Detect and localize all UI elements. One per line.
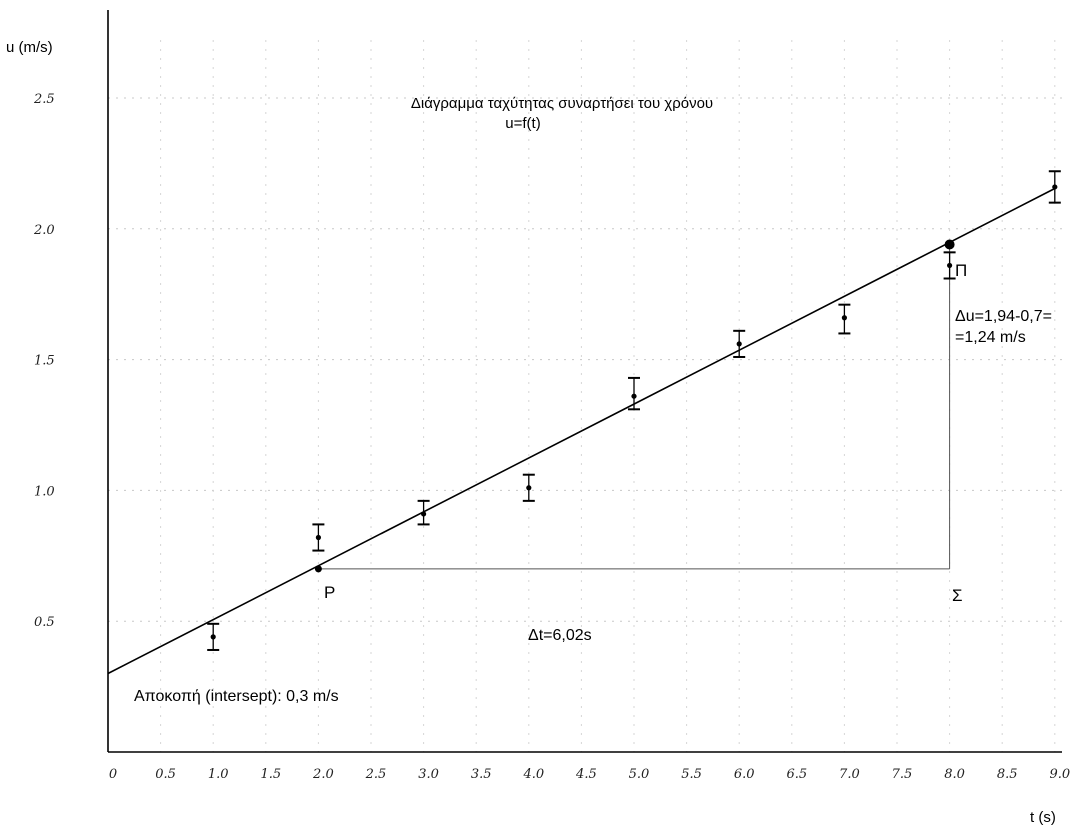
intercept-label: Αποκοπή (intersept): 0,3 m/s bbox=[134, 688, 339, 705]
chart-subtitle: u=f(t) bbox=[505, 115, 540, 132]
axes bbox=[107, 10, 1062, 753]
data-point bbox=[943, 251, 956, 280]
x-tick-label: 2.0 bbox=[312, 767, 334, 782]
x-tick-label: 7.5 bbox=[892, 767, 913, 782]
x-tick-label: 0 bbox=[109, 767, 117, 782]
grid bbox=[108, 40, 1062, 752]
fit-line bbox=[107, 187, 1056, 675]
y-tick-label: 2.0 bbox=[33, 223, 55, 238]
data-points bbox=[207, 170, 1061, 651]
y-axis-label: u (m/s) bbox=[6, 39, 53, 56]
data-point bbox=[1048, 170, 1061, 204]
delta-u-label-2: =1,24 m/s bbox=[955, 329, 1026, 346]
x-tick-label: 8.5 bbox=[997, 767, 1018, 782]
chart-title: Διάγραμμα ταχύτητας συναρτήσει του χρόνο… bbox=[411, 95, 713, 112]
x-tick-label: 3.0 bbox=[418, 767, 439, 782]
x-tick-label: 5.0 bbox=[629, 767, 650, 782]
data-point bbox=[417, 499, 430, 526]
data-point bbox=[733, 329, 746, 358]
point-marker bbox=[841, 315, 848, 321]
x-tick-label: 2.5 bbox=[365, 767, 387, 782]
point-marker bbox=[421, 511, 427, 517]
point-marker bbox=[631, 393, 637, 399]
y-tick-labels: 0.5 1.0 1.5 2.0 2.5 bbox=[33, 92, 55, 630]
x-tick-label: 5.5 bbox=[681, 767, 702, 782]
slope-construction bbox=[318, 244, 951, 570]
point-marker bbox=[947, 262, 953, 269]
delta-u-label-1: Δu=1,94-0,7= bbox=[955, 308, 1052, 325]
y-tick-label: 0.5 bbox=[34, 615, 55, 630]
data-point bbox=[628, 376, 640, 411]
point-p-label: P bbox=[324, 583, 335, 602]
point-pi-label: Π bbox=[955, 261, 967, 280]
x-tick-label: 1.5 bbox=[260, 767, 281, 782]
x-tick-label: 0.5 bbox=[155, 767, 176, 782]
data-point bbox=[207, 622, 220, 651]
point-marker bbox=[210, 634, 216, 640]
x-tick-label: 4.0 bbox=[522, 767, 544, 782]
x-tick-labels: 0 0.5 1.0 1.5 2.0 2.5 3.0 3.5 4.0 4.5 5.0 5.5 6.0 6.5… bbox=[109, 767, 1070, 782]
x-tick-label: 3.5 bbox=[471, 767, 492, 782]
x-tick-label: 6.5 bbox=[786, 767, 807, 782]
point-marker bbox=[1052, 184, 1058, 190]
data-point bbox=[838, 303, 851, 335]
x-tick-label: 4.5 bbox=[575, 767, 597, 782]
x-tick-label: 6.0 bbox=[734, 767, 755, 782]
data-point bbox=[312, 523, 325, 552]
x-tick-label: 1.0 bbox=[208, 767, 229, 782]
delta-t-label: Δt=6,02s bbox=[528, 627, 592, 644]
point-marker bbox=[526, 485, 532, 491]
point-marker bbox=[315, 534, 321, 541]
y-tick-label: 2.5 bbox=[33, 92, 55, 107]
data-point bbox=[522, 473, 535, 502]
y-tick-label: 1.0 bbox=[34, 484, 55, 499]
y-tick-label: 1.5 bbox=[34, 354, 55, 369]
x-tick-label: 7.0 bbox=[839, 767, 860, 782]
fit-line-group bbox=[107, 187, 1056, 675]
corner-sigma-label: Σ bbox=[952, 586, 963, 605]
x-tick-label: 9.0 bbox=[1049, 767, 1070, 782]
x-tick-label: 8.0 bbox=[944, 767, 965, 782]
x-axis-label: t (s) bbox=[1030, 809, 1056, 826]
point-pi-marker bbox=[944, 239, 955, 250]
point-p-marker bbox=[314, 565, 322, 573]
point-marker bbox=[736, 341, 742, 347]
